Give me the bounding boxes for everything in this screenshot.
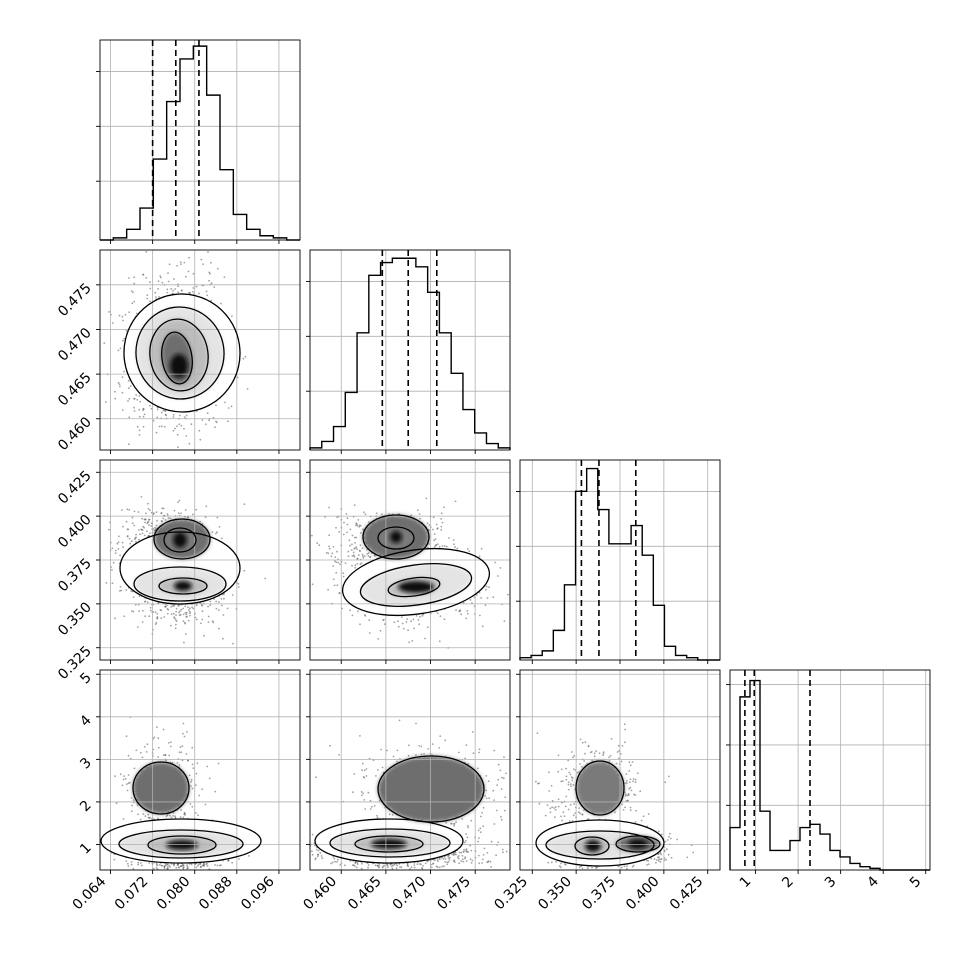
y-tick-label: 0.375	[55, 556, 95, 596]
y-tick-label: 4	[77, 712, 95, 730]
y-tick-label: 0.460	[55, 414, 95, 454]
density-2-0	[120, 519, 240, 604]
y-tick-label: 0.470	[55, 325, 95, 365]
contours-3-2	[535, 760, 665, 867]
axes-panel-3-3	[729, 669, 931, 871]
histogram-layer	[100, 40, 930, 871]
y-tick-label: 5	[77, 670, 95, 688]
x-tick-label: 0.400	[623, 874, 663, 914]
axes-panel-0-0	[99, 39, 301, 241]
x-tick-label: 0.375	[579, 874, 619, 914]
y-tick-label: 2	[77, 797, 95, 815]
contours-3-0	[100, 761, 262, 864]
y-tick-label: 0.465	[55, 370, 95, 410]
axes-panel-1-1	[309, 249, 511, 451]
x-tick-label: 0.465	[345, 874, 385, 914]
x-tick-label: 0.088	[196, 874, 236, 914]
density-3-0	[101, 762, 261, 863]
histogram-3	[519, 467, 720, 661]
x-tick-label: 0.425	[667, 874, 707, 914]
contours-2-1	[341, 514, 491, 616]
grid-layer	[100, 40, 930, 870]
y-tick-label: 0.475	[55, 280, 95, 320]
x-tick-label: 0.096	[238, 873, 278, 913]
y-tick-label: 0.400	[55, 512, 95, 552]
density-layer	[101, 294, 664, 866]
x-tick-label: 0.080	[154, 874, 194, 914]
x-tick-label: 3	[822, 874, 840, 892]
x-tick-label: 0.460	[300, 874, 340, 914]
axes-panel-3-1	[309, 669, 511, 871]
histogram-4	[729, 679, 930, 871]
contours-2-0	[119, 518, 241, 605]
x-tick-label: 0.072	[112, 874, 152, 914]
contours-3-1	[314, 755, 485, 864]
y-tick-label: 0.425	[55, 468, 95, 508]
axes-panel-1-0	[99, 249, 301, 451]
histogram-2	[309, 257, 511, 450]
x-tick-label: 5	[907, 874, 925, 892]
density-2-1	[342, 515, 490, 616]
axes-panel-3-0	[99, 669, 301, 871]
x-tick-label: 2	[779, 874, 797, 892]
density-3-2	[536, 761, 664, 866]
y-tick-label: 1	[77, 840, 95, 858]
x-tick-label: 0.064	[70, 873, 110, 913]
x-tick-label: 0.325	[491, 874, 531, 914]
x-tick-label: 1	[737, 874, 755, 892]
y-tick-label: 3	[77, 755, 95, 773]
density-3-1	[315, 756, 484, 863]
contours-1-0	[123, 293, 241, 413]
histogram-1	[100, 45, 300, 241]
x-tick-label: 0.350	[535, 874, 575, 914]
x-tick-label: 0.470	[390, 874, 430, 914]
x-tick-label: 4	[864, 873, 882, 891]
axes-frame-layer	[99, 39, 931, 871]
x-tick-label: 0.475	[434, 874, 474, 914]
contour-layer	[100, 293, 665, 867]
y-tick-label: 0.350	[55, 599, 95, 639]
